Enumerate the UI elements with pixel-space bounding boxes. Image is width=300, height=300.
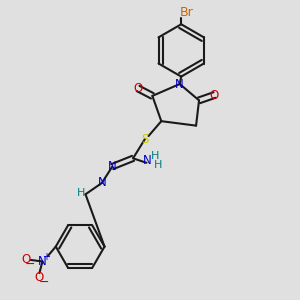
Text: +: + [42,252,50,262]
Text: H: H [154,160,162,170]
Text: −: − [39,276,49,289]
Text: Br: Br [179,7,193,20]
Text: O: O [210,88,219,101]
Text: H: H [151,151,159,161]
Text: O: O [21,254,31,266]
Text: N: N [98,176,106,190]
Text: N: N [175,77,184,91]
Text: S: S [141,133,148,146]
Text: N: N [143,154,152,167]
Text: N: N [108,160,117,173]
Text: O: O [35,271,44,284]
Text: N: N [38,255,47,268]
Text: O: O [134,82,143,95]
Text: −: − [25,258,35,271]
Text: H: H [76,188,85,197]
